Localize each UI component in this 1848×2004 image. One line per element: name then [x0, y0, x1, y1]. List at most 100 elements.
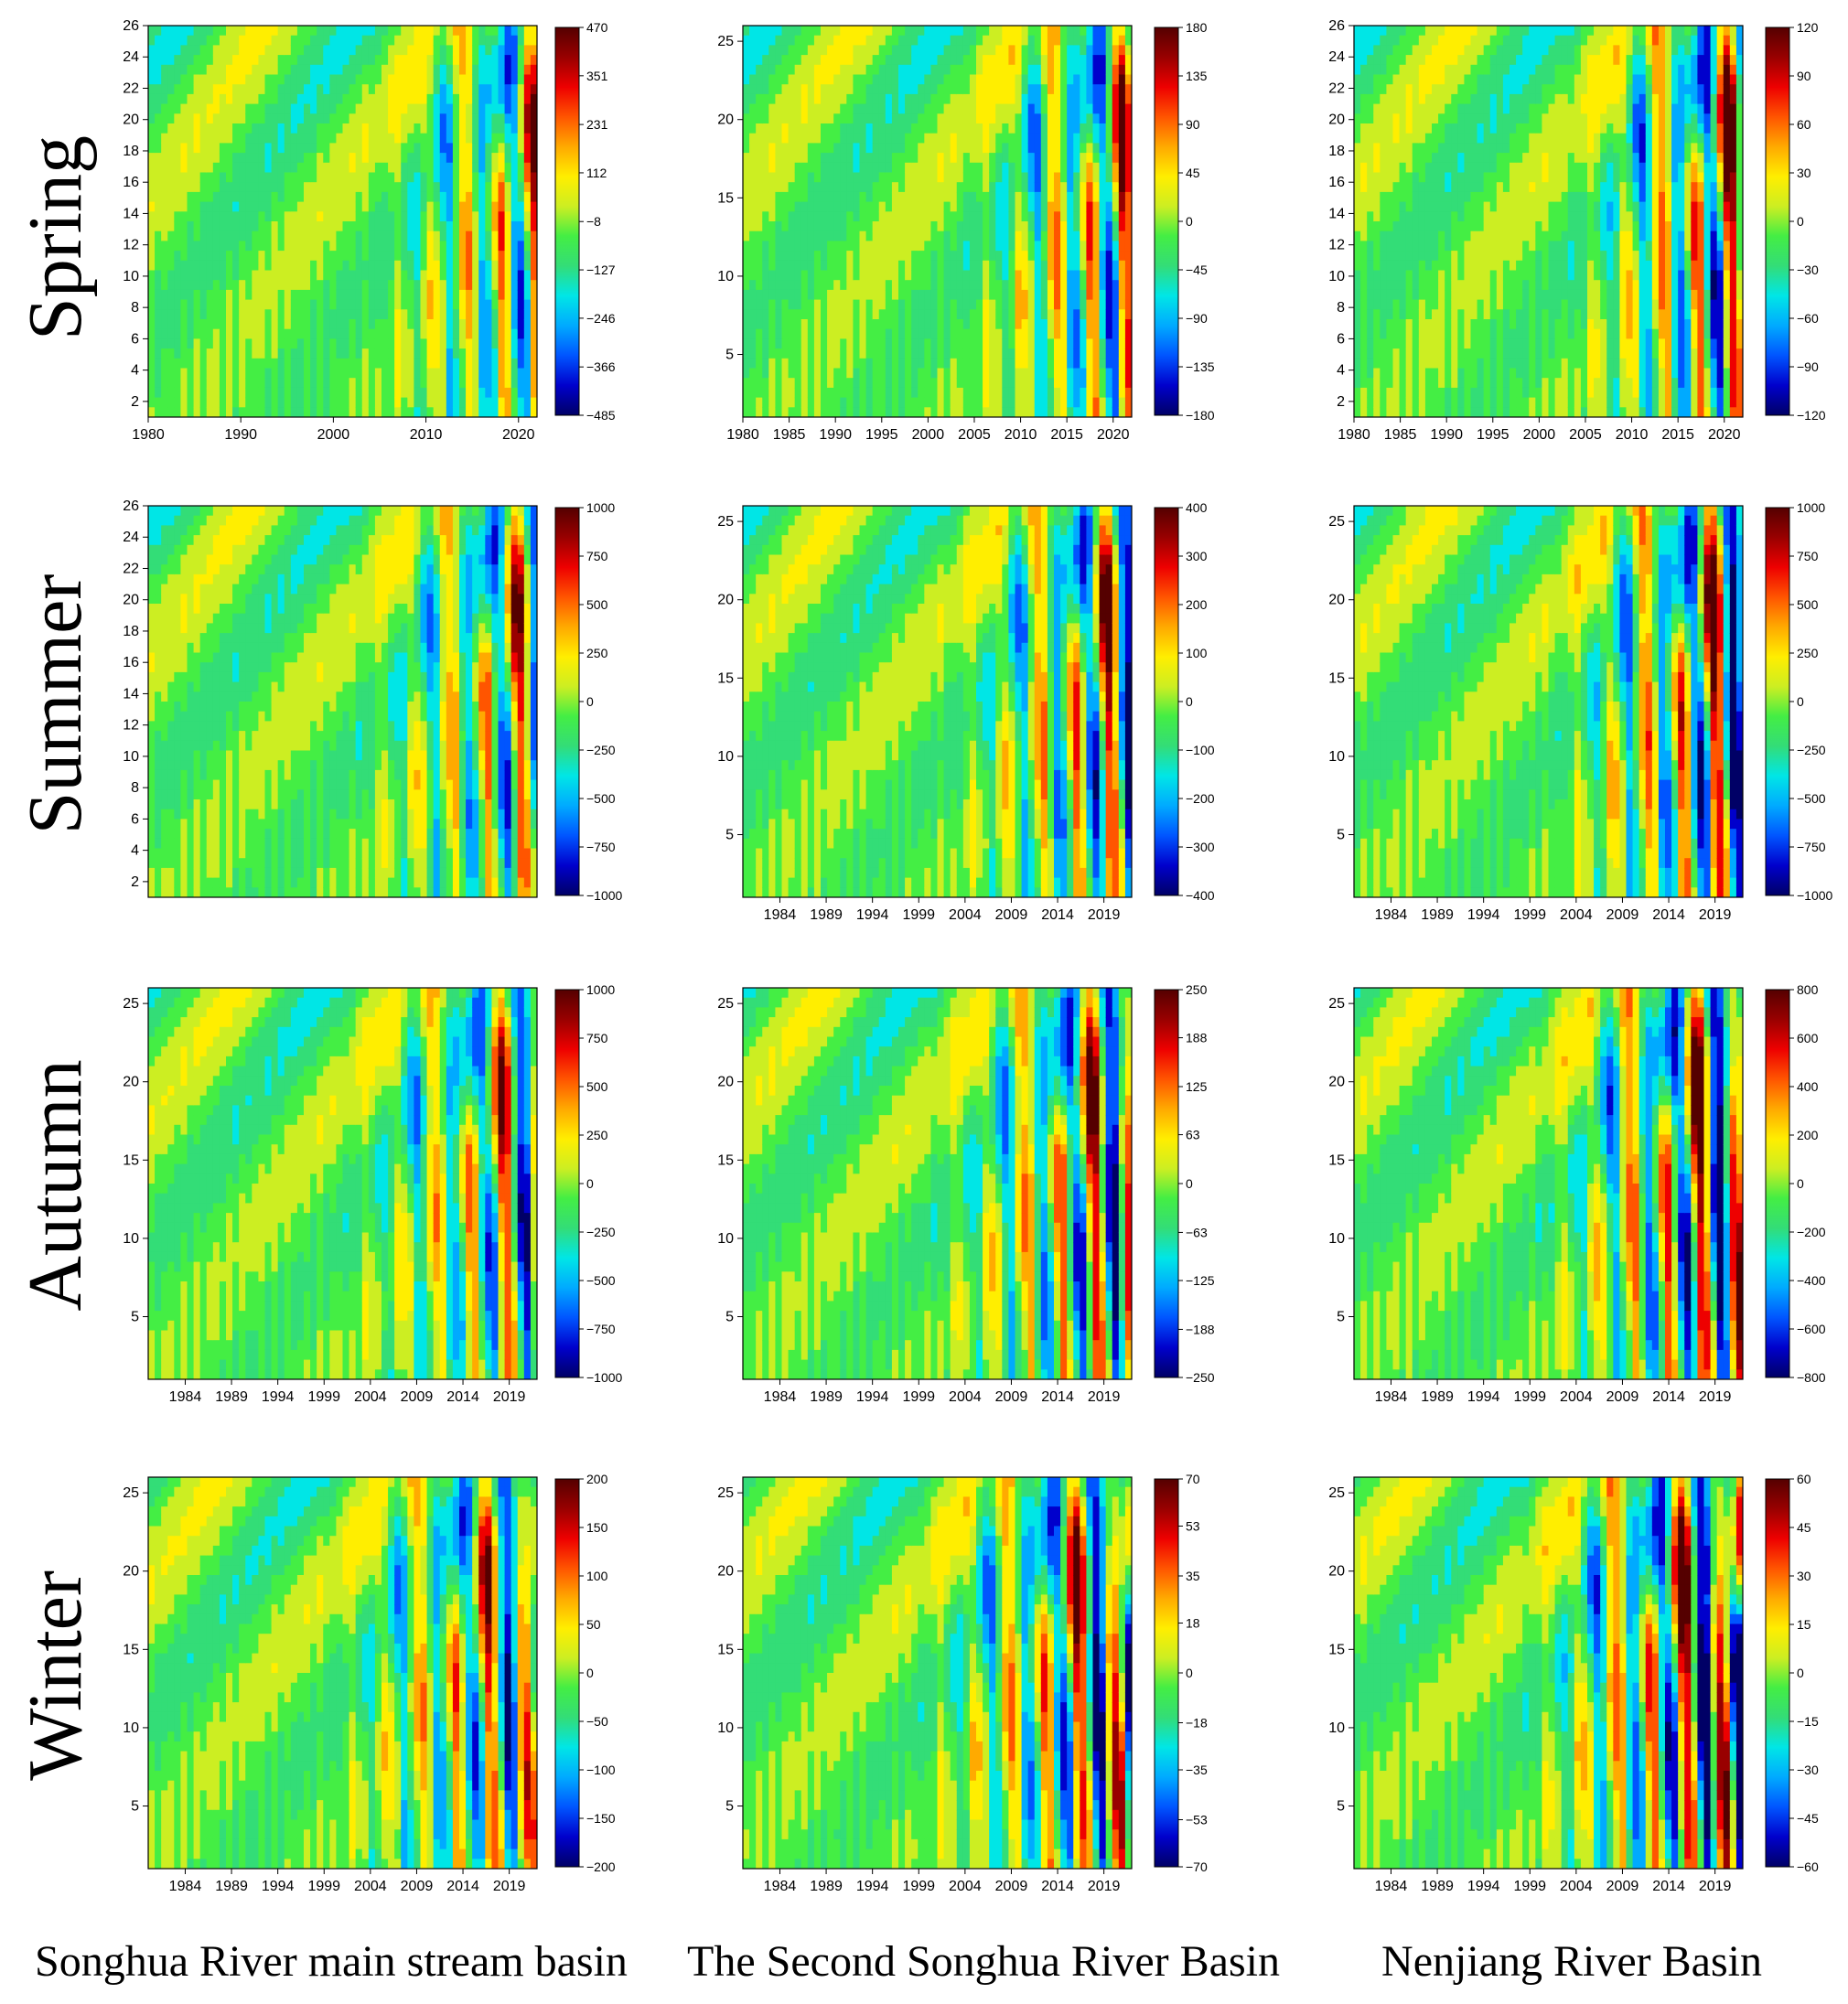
heatmap-cell	[833, 348, 841, 359]
heatmap-cell	[478, 368, 486, 379]
heatmap-cell	[1054, 113, 1061, 124]
heatmap-cell	[485, 280, 493, 291]
heatmap-cell	[768, 251, 777, 262]
heatmap-cell	[969, 230, 977, 241]
heatmap-cell	[833, 211, 841, 222]
heatmap-cell	[161, 74, 168, 85]
heatmap-cell	[794, 328, 802, 339]
heatmap-cell	[239, 241, 246, 252]
heatmap-cell	[368, 143, 376, 154]
heatmap-cell	[1067, 378, 1074, 389]
heatmap-cell	[180, 26, 188, 37]
heatmap-cell	[219, 328, 227, 339]
heatmap-cell	[762, 378, 769, 389]
heatmap-cell	[264, 251, 273, 262]
heatmap-cell	[930, 241, 939, 252]
heatmap-cell	[807, 64, 815, 76]
heatmap-cell	[756, 103, 763, 114]
heatmap-cell	[206, 397, 214, 408]
heatmap-cell	[930, 289, 939, 301]
heatmap-cell	[743, 251, 750, 262]
heatmap-cell	[180, 407, 188, 417]
heatmap-cell	[950, 162, 958, 174]
heatmap-cell	[827, 201, 834, 212]
heatmap-cell	[911, 280, 919, 291]
heatmap-cell	[472, 397, 479, 408]
heatmap-cell	[1354, 387, 1361, 399]
heatmap-cell	[252, 133, 260, 144]
heatmap-cell	[950, 113, 958, 124]
heatmap-cell	[161, 211, 168, 222]
heatmap-cell	[924, 26, 932, 37]
heatmap-cell	[1034, 84, 1042, 95]
heatmap-cell	[361, 133, 370, 144]
heatmap-cell	[865, 123, 874, 134]
heatmap-cell	[504, 387, 512, 399]
heatmap-cell	[781, 270, 790, 281]
heatmap-cell	[962, 211, 971, 222]
heatmap-cell	[969, 211, 977, 222]
heatmap-cell	[155, 289, 162, 301]
heatmap-cell	[1354, 201, 1361, 212]
heatmap-cell	[342, 270, 350, 281]
heatmap-cell	[258, 338, 266, 349]
heatmap-cell	[510, 289, 519, 301]
heatmap-cell	[905, 26, 912, 37]
heatmap-cell	[161, 230, 168, 241]
heatmap-cell	[956, 338, 964, 349]
heatmap-cell	[193, 368, 201, 379]
heatmap-cell	[1118, 328, 1126, 339]
heatmap-cell	[258, 378, 266, 389]
heatmap-cell	[206, 338, 214, 349]
heatmap-cell	[1080, 182, 1088, 193]
heatmap-cell	[401, 407, 408, 417]
heatmap-cell	[388, 74, 395, 85]
heatmap-cell	[323, 113, 330, 124]
heatmap-cell	[368, 289, 376, 301]
heatmap-cell	[1034, 407, 1042, 417]
heatmap-cell	[781, 103, 790, 114]
heatmap-cell	[414, 309, 422, 320]
heatmap-cell	[336, 338, 344, 349]
heatmap-cell	[995, 162, 1003, 174]
heatmap-cell	[918, 153, 925, 164]
heatmap-cell	[1354, 241, 1361, 252]
heatmap-cell	[788, 182, 796, 193]
heatmap-cell	[1008, 387, 1016, 399]
heatmap-cell	[1092, 133, 1101, 144]
heatmap-cell	[478, 201, 486, 212]
heatmap-cell	[1354, 368, 1361, 379]
heatmap-cell	[388, 221, 395, 232]
heatmap-cell	[388, 113, 395, 124]
heatmap-cell	[394, 319, 402, 330]
heatmap-cell	[1047, 74, 1055, 85]
heatmap-cell	[290, 289, 298, 301]
heatmap-cell	[983, 133, 990, 144]
heatmap-cell	[510, 74, 519, 85]
heatmap-cell	[872, 26, 880, 37]
heatmap-cell	[1112, 123, 1120, 134]
heatmap-cell	[976, 182, 983, 193]
heatmap-cell	[517, 103, 525, 114]
heatmap-cell	[749, 55, 757, 66]
heatmap-cell	[245, 64, 252, 76]
heatmap-cell	[155, 55, 162, 66]
heatmap-cell	[898, 358, 906, 370]
heatmap-cell	[833, 407, 841, 417]
heatmap-cell	[891, 387, 899, 399]
heatmap-cell	[891, 260, 899, 272]
heatmap-cell	[749, 64, 757, 76]
heatmap-cell	[1105, 103, 1113, 114]
heatmap-cell	[807, 280, 815, 291]
heatmap-cell	[872, 368, 880, 379]
heatmap-cell	[794, 172, 802, 183]
heatmap-cell	[976, 64, 983, 76]
heatmap-cell	[155, 251, 162, 262]
heatmap-cell	[956, 93, 964, 105]
heatmap-cell	[840, 74, 847, 85]
heatmap-cell	[1040, 348, 1048, 359]
heatmap-cell	[296, 26, 305, 37]
heatmap-cell	[219, 182, 227, 193]
heatmap-cell	[1112, 299, 1120, 310]
heatmap-cell	[459, 387, 467, 399]
